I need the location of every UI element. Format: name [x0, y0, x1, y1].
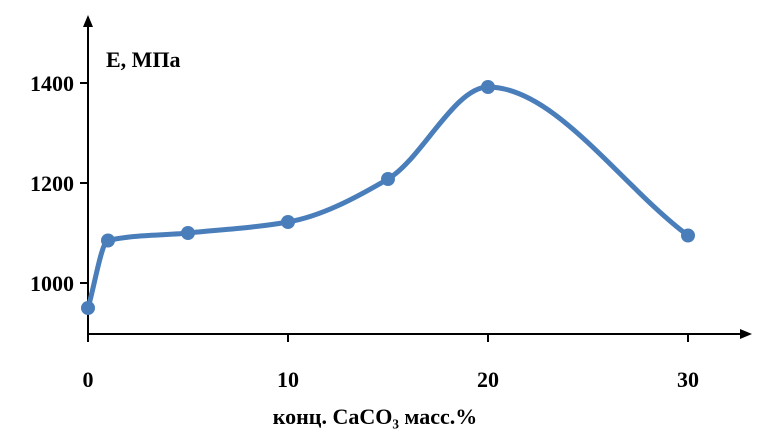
- y-tick-label: 1200: [30, 171, 74, 196]
- data-point: [81, 301, 95, 315]
- x-axis-arrow: [740, 329, 752, 339]
- x-tick-label: 30: [677, 367, 699, 392]
- y-axis-arrow: [83, 15, 93, 27]
- data-point: [681, 228, 695, 243]
- x-axis-title: конц. CaCO₃ масс.%: [273, 404, 478, 429]
- x-tick-label: 20: [477, 367, 499, 392]
- data-points: [81, 80, 695, 315]
- x-ticks: 0 10 20 30: [83, 334, 699, 392]
- y-ticks: 1000 1200 1400: [30, 71, 88, 296]
- y-axis-title: E, МПа: [106, 47, 181, 72]
- data-point: [381, 172, 395, 186]
- data-point: [181, 226, 195, 240]
- y-tick-label: 1400: [30, 71, 74, 96]
- y-tick-label: 1000: [30, 271, 74, 296]
- data-point: [281, 215, 295, 229]
- x-tick-label: 10: [277, 367, 299, 392]
- data-point: [101, 233, 115, 248]
- chart-axes: [83, 15, 752, 339]
- x-tick-label: 0: [83, 367, 94, 392]
- data-point: [481, 80, 495, 94]
- series-line: [85, 84, 691, 311]
